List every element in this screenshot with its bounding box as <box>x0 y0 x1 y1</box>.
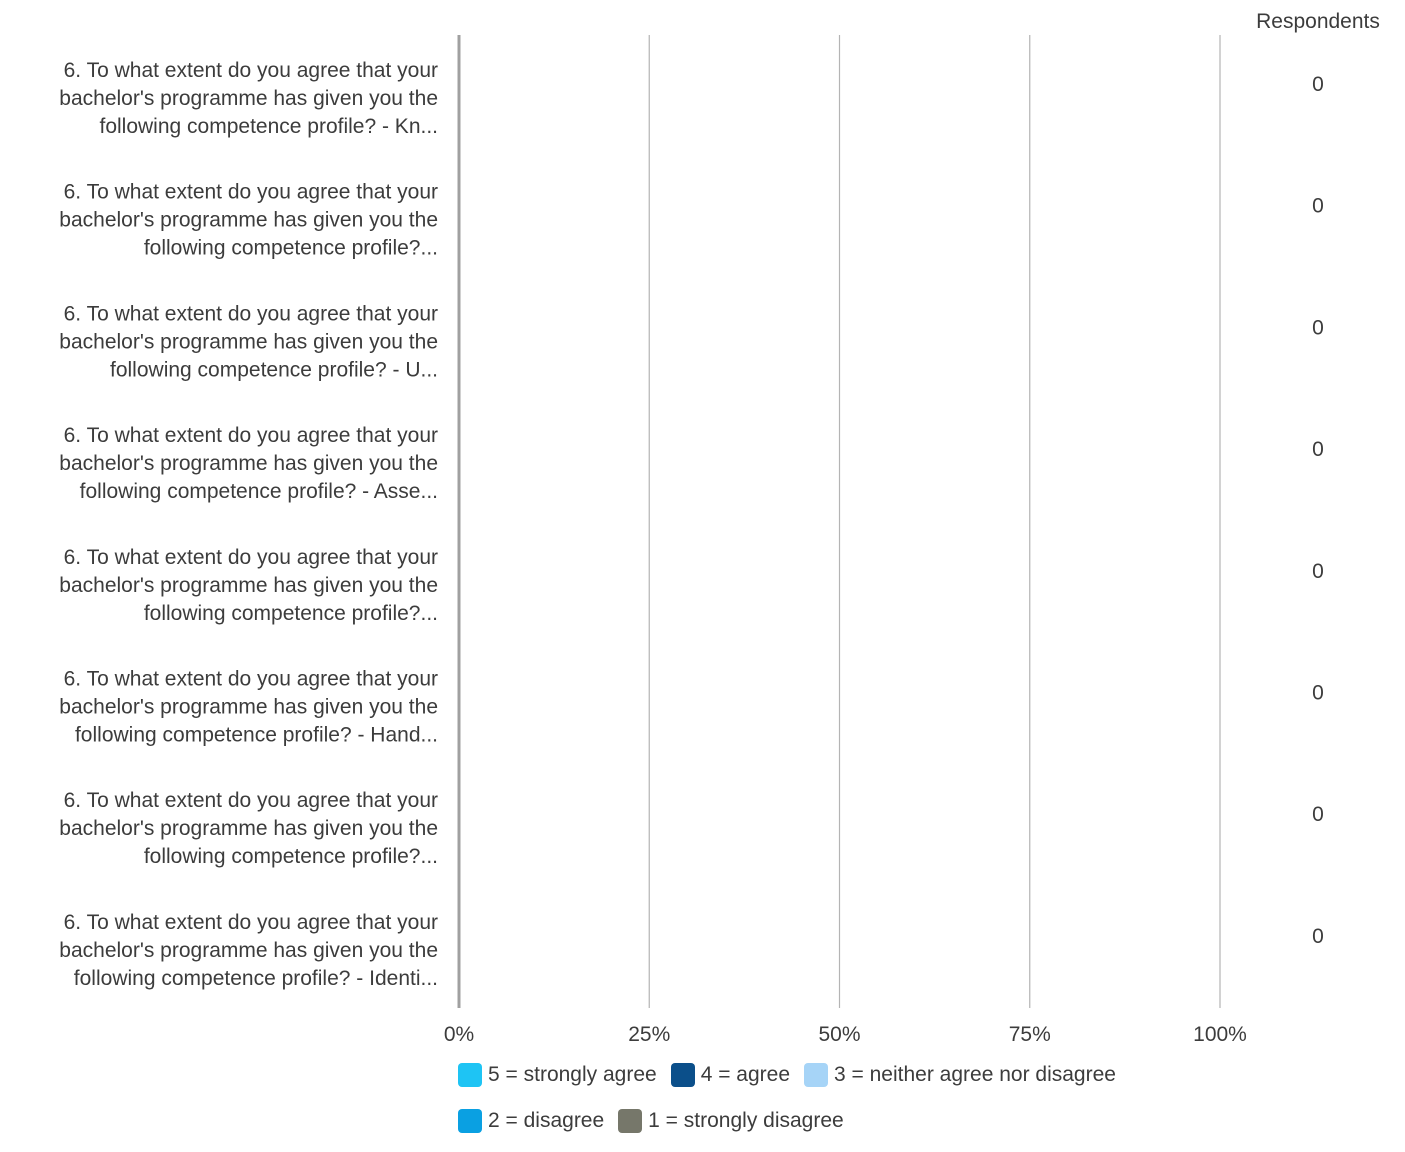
category-label: 6. To what extent do you agree that your… <box>59 59 438 138</box>
legend-swatch <box>458 1109 482 1133</box>
x-tick-label: 25% <box>628 1023 670 1046</box>
chart-legend: 5 = strongly agree 4 = agree 3 = neither a… <box>458 1060 1218 1152</box>
respondent-count: 0 <box>1312 195 1324 218</box>
legend-label: 2 = disagree <box>488 1109 605 1132</box>
legend-item: 1 = strongly disagree <box>618 1109 844 1133</box>
respondents-header: Respondents <box>1256 10 1380 33</box>
legend-swatch <box>618 1109 643 1133</box>
legend-label: 3 = neither agree nor disagree <box>834 1063 1116 1086</box>
category-label: 6. To what extent do you agree that your… <box>59 181 438 260</box>
legend-item: 5 = strongly agree <box>458 1063 657 1087</box>
legend-swatch <box>458 1063 482 1087</box>
respondent-count: 0 <box>1312 925 1324 948</box>
legend-item: 2 = disagree <box>458 1109 604 1133</box>
category-label: 6. To what extent do you agree that your… <box>59 789 438 868</box>
respondent-count: 0 <box>1312 73 1324 96</box>
respondent-count: 0 <box>1312 560 1324 583</box>
legend-label: 5 = strongly agree <box>488 1063 657 1086</box>
legend-row: 2 = disagree 1 = strongly disagree <box>458 1106 1218 1136</box>
x-tick-label: 0% <box>444 1023 474 1046</box>
x-tick-label: 100% <box>1193 1023 1247 1046</box>
legend-item: 4 = agree <box>670 1063 791 1087</box>
respondent-count: 0 <box>1312 803 1324 826</box>
legend-swatch <box>804 1063 829 1087</box>
category-label: 6. To what extent do you agree that your… <box>59 302 438 381</box>
category-label: 6. To what extent do you agree that your… <box>59 424 438 503</box>
respondent-count: 0 <box>1312 682 1324 705</box>
legend-label: 4 = agree <box>700 1063 791 1086</box>
x-tick-label: 75% <box>1009 1023 1051 1046</box>
respondent-count: 0 <box>1312 316 1324 339</box>
category-label: 6. To what extent do you agree that your… <box>59 546 438 625</box>
category-label: 6. To what extent do you agree that your… <box>59 668 438 747</box>
legend-label: 1 = strongly disagree <box>648 1109 844 1132</box>
x-tick-label: 50% <box>818 1023 860 1046</box>
legend-item: 3 = neither agree nor disagree <box>804 1063 1116 1087</box>
legend-row: 5 = strongly agree 4 = agree 3 = neither a… <box>458 1060 1218 1090</box>
respondent-count: 0 <box>1312 438 1324 461</box>
category-label: 6. To what extent do you agree that your… <box>59 911 438 990</box>
legend-swatch <box>670 1063 695 1087</box>
